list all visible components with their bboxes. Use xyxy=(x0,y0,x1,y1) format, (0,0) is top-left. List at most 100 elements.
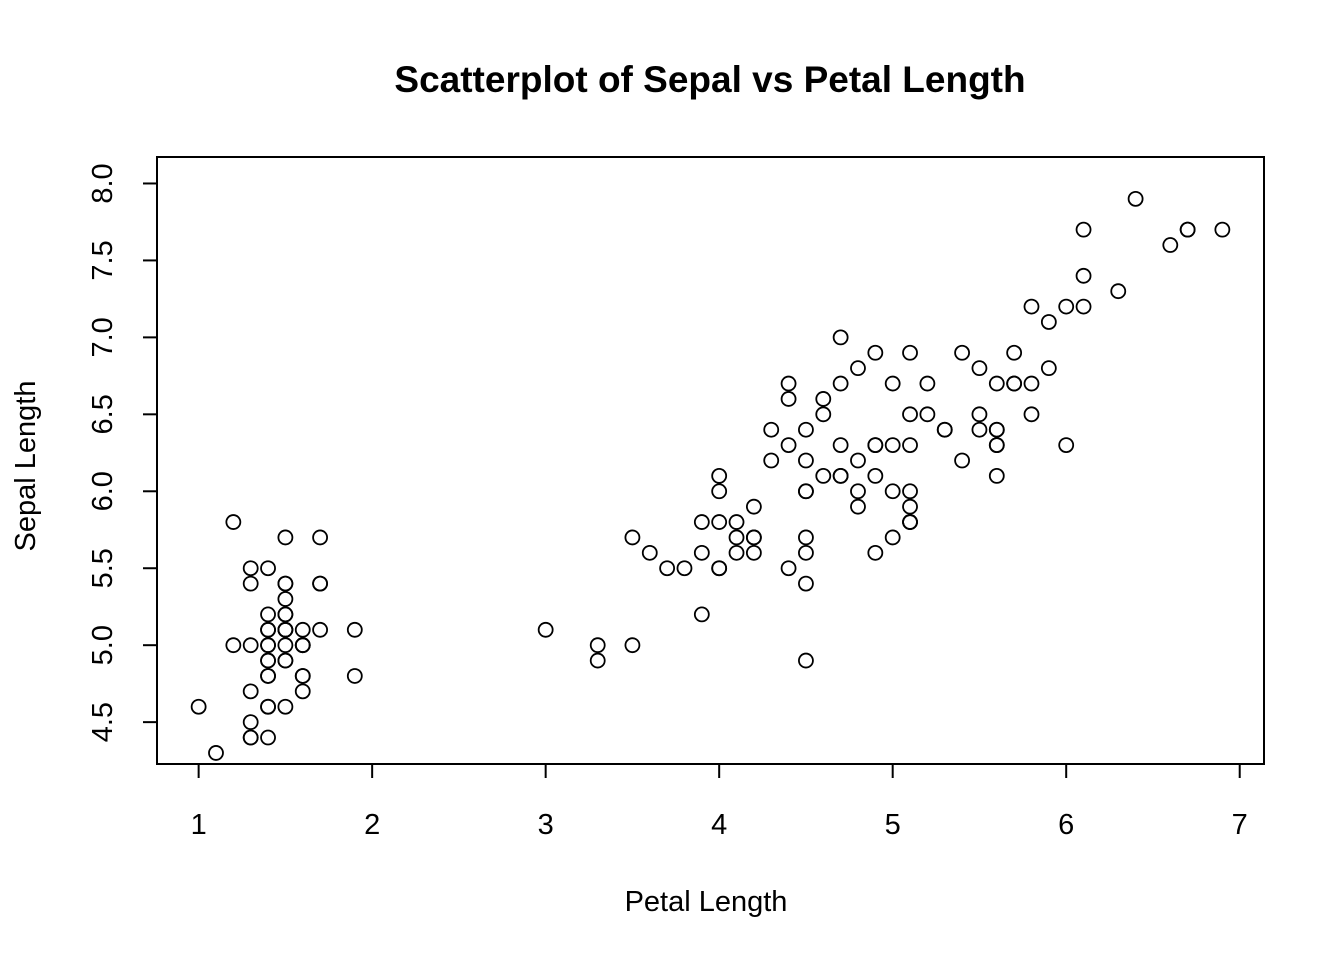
data-point xyxy=(346,621,363,638)
data-point xyxy=(884,529,901,546)
data-point xyxy=(850,452,866,469)
data-point xyxy=(902,498,918,515)
y-tick-label: 7.5 xyxy=(87,240,119,280)
data-point xyxy=(798,575,814,592)
data-point xyxy=(277,529,294,546)
plot-area-frame xyxy=(156,156,1265,765)
data-point xyxy=(798,544,814,561)
data-point xyxy=(867,344,884,361)
x-tick-label: 2 xyxy=(364,809,380,841)
data-point xyxy=(693,606,710,623)
y-tick-label: 4.5 xyxy=(87,702,119,742)
data-point xyxy=(641,544,658,561)
data-point xyxy=(260,652,276,669)
data-point xyxy=(919,375,936,392)
data-point xyxy=(832,329,849,346)
data-point xyxy=(277,606,294,623)
data-point xyxy=(242,560,259,577)
data-point xyxy=(242,729,259,746)
data-point xyxy=(850,483,866,500)
data-points xyxy=(190,190,1231,761)
x-tick-label: 1 xyxy=(191,809,207,841)
data-point xyxy=(936,421,953,438)
data-point xyxy=(242,637,259,654)
data-point xyxy=(867,467,884,484)
data-point xyxy=(1006,344,1023,361)
data-point xyxy=(1075,298,1092,315)
x-axis-label: Petal Length xyxy=(625,886,788,918)
x-axis: 1 2 3 4 5 6 7 xyxy=(191,763,1248,841)
data-point xyxy=(346,668,363,684)
data-point xyxy=(780,391,797,407)
data-point xyxy=(277,621,294,638)
data-point xyxy=(815,467,832,484)
data-point xyxy=(711,483,728,500)
data-point xyxy=(850,498,866,515)
y-tick-label: 6.0 xyxy=(87,471,119,511)
data-point xyxy=(225,637,242,654)
y-axis: 4.5 5.0 5.5 6.0 6.5 7.0 7.5 8.0 xyxy=(87,163,158,742)
data-point xyxy=(312,529,329,546)
data-point xyxy=(798,483,814,500)
data-point xyxy=(242,575,259,592)
data-point xyxy=(780,560,797,577)
data-point xyxy=(728,544,745,561)
data-point xyxy=(1023,406,1040,423)
data-point xyxy=(919,406,936,423)
data-point xyxy=(260,606,276,623)
data-point xyxy=(208,745,224,761)
data-point xyxy=(867,437,884,454)
data-point xyxy=(850,360,866,377)
data-point xyxy=(902,514,918,530)
data-point xyxy=(884,437,901,454)
data-point xyxy=(693,514,710,530)
data-point xyxy=(780,437,797,454)
chart-title: Scatterplot of Sepal vs Petal Length xyxy=(394,59,1025,100)
data-point xyxy=(537,621,554,638)
x-tick-label: 3 xyxy=(538,809,554,841)
data-point xyxy=(242,683,259,700)
data-point xyxy=(815,406,832,423)
data-point xyxy=(1075,267,1092,284)
data-point xyxy=(884,483,901,500)
data-point xyxy=(988,375,1005,392)
data-point xyxy=(902,437,918,454)
data-point xyxy=(711,514,728,530)
data-point xyxy=(277,575,294,592)
y-tick-label: 5.0 xyxy=(87,625,119,665)
data-point xyxy=(260,560,276,577)
data-point xyxy=(954,452,970,469)
data-point xyxy=(277,652,294,669)
data-point xyxy=(1023,298,1040,315)
data-point xyxy=(277,591,294,607)
data-point xyxy=(988,467,1005,484)
data-point xyxy=(1214,221,1231,238)
data-point xyxy=(988,421,1005,438)
data-point xyxy=(260,637,276,654)
data-point xyxy=(693,544,710,561)
data-point xyxy=(1040,314,1057,330)
data-point xyxy=(1058,298,1075,315)
data-point xyxy=(798,652,814,669)
data-point xyxy=(763,452,780,469)
data-point xyxy=(902,483,918,500)
data-point xyxy=(1040,360,1057,377)
y-tick-label: 5.5 xyxy=(87,548,119,588)
data-point xyxy=(589,637,606,654)
data-point xyxy=(260,621,276,638)
data-point xyxy=(902,406,918,423)
data-point xyxy=(780,375,797,392)
data-point xyxy=(971,421,988,438)
data-point xyxy=(867,544,884,561)
data-point xyxy=(745,544,762,561)
data-point xyxy=(659,560,676,577)
y-axis-label: Sepal Length xyxy=(10,381,42,552)
y-tick-label: 8.0 xyxy=(87,163,119,203)
data-point xyxy=(1110,283,1127,300)
data-point xyxy=(676,560,693,577)
data-point xyxy=(312,621,329,638)
data-point xyxy=(1006,375,1023,392)
data-point xyxy=(763,421,780,438)
